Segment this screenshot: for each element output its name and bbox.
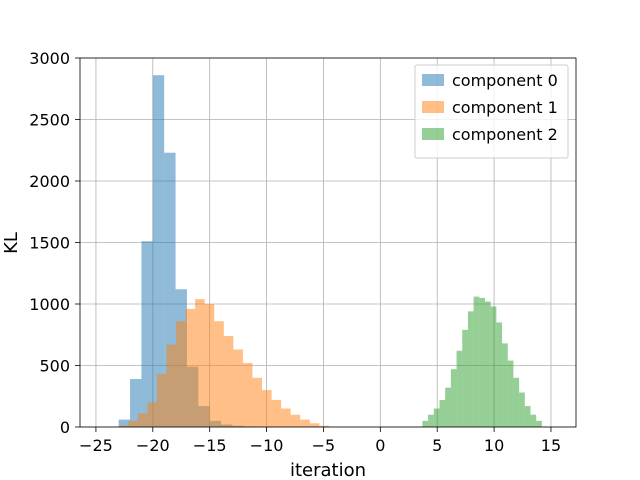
bar-s2-b14 bbox=[502, 343, 508, 427]
bar-s1-b4 bbox=[156, 374, 167, 427]
bar-s1-b21 bbox=[319, 425, 329, 427]
bar-s1-b2 bbox=[137, 413, 148, 427]
ticks: −25 −20 −15 −10 −5 0 5 10 15 0 500 1000 1500 2000 2500… bbox=[29, 49, 561, 455]
x-tick-label-5: 0 bbox=[375, 436, 385, 455]
bar-s2-b11 bbox=[484, 301, 491, 427]
bar-s2-b7 bbox=[462, 329, 468, 427]
y-tick-label-3: 1500 bbox=[29, 234, 70, 253]
bar-s2-b13 bbox=[496, 322, 503, 427]
x-tick-label-0: −25 bbox=[79, 436, 113, 455]
bar-s2-b0 bbox=[422, 420, 429, 427]
bar-s2-b20 bbox=[536, 420, 542, 427]
bars bbox=[118, 75, 542, 427]
legend-swatch-1 bbox=[422, 101, 444, 113]
bar-s2-b4 bbox=[445, 387, 451, 427]
y-tick-label-0: 0 bbox=[60, 418, 70, 437]
bar-s0-b2 bbox=[141, 241, 153, 427]
x-tick-label-4: −5 bbox=[312, 436, 336, 455]
bar-s2-b10 bbox=[479, 297, 485, 427]
bar-s1-b13 bbox=[242, 363, 253, 427]
bar-s2-b12 bbox=[490, 306, 497, 427]
bar-s1-b3 bbox=[147, 402, 157, 427]
legend: component 0 component 1 component 2 bbox=[414, 64, 569, 159]
legend-swatch-0 bbox=[422, 74, 444, 86]
bar-s1-b15 bbox=[262, 390, 272, 427]
bar-s1-b9 bbox=[204, 304, 215, 427]
bar-s2-b18 bbox=[524, 406, 531, 427]
x-tick-label-8: 15 bbox=[541, 436, 561, 455]
bar-s1-b14 bbox=[252, 377, 263, 427]
bar-s2-b8 bbox=[467, 311, 474, 427]
bar-s2-b3 bbox=[439, 399, 446, 427]
bar-s1-b0 bbox=[118, 425, 129, 427]
bar-s2-b9 bbox=[473, 296, 480, 427]
bar-s2-b1 bbox=[428, 414, 434, 427]
bar-s2-b6 bbox=[456, 350, 463, 427]
y-tick-label-6: 3000 bbox=[29, 49, 70, 68]
bar-s1-b1 bbox=[128, 420, 138, 427]
y-tick-label-5: 2500 bbox=[29, 111, 70, 130]
bar-s0-b3 bbox=[152, 75, 165, 427]
y-tick-label-1: 500 bbox=[39, 357, 70, 376]
bar-s2-b16 bbox=[513, 377, 520, 427]
bar-s2-b5 bbox=[450, 369, 457, 427]
bar-s0-b0 bbox=[118, 419, 131, 427]
bar-s0-b1 bbox=[130, 379, 142, 427]
series-1 bbox=[118, 299, 329, 427]
bar-s2-b2 bbox=[433, 408, 440, 427]
legend-box bbox=[414, 64, 569, 159]
series-2 bbox=[422, 296, 542, 427]
bar-s0-b4 bbox=[164, 152, 176, 427]
x-tick-label-6: 5 bbox=[432, 436, 442, 455]
bar-s1-b10 bbox=[214, 321, 224, 427]
x-tick-label-2: −15 bbox=[193, 436, 227, 455]
bar-s1-b6 bbox=[176, 321, 186, 427]
y-tick-label-4: 2000 bbox=[29, 172, 70, 191]
bar-s1-b5 bbox=[166, 344, 177, 427]
legend-label-1: component 1 bbox=[452, 98, 558, 117]
x-axis-label: iteration bbox=[290, 460, 366, 480]
bar-s1-b17 bbox=[281, 408, 291, 427]
x-tick-label-3: −10 bbox=[250, 436, 284, 455]
bar-s1-b18 bbox=[290, 414, 301, 427]
x-tick-label-7: 10 bbox=[484, 436, 504, 455]
legend-swatch-2 bbox=[422, 128, 444, 140]
y-tick-label-2: 1000 bbox=[29, 295, 70, 314]
bar-s1-b16 bbox=[271, 399, 282, 427]
bar-s1-b11 bbox=[223, 335, 234, 427]
legend-label-0: component 0 bbox=[452, 71, 558, 90]
legend-label-2: component 2 bbox=[452, 125, 558, 144]
bar-s1-b20 bbox=[309, 423, 320, 427]
bar-s2-b15 bbox=[507, 360, 514, 427]
bar-s1-b19 bbox=[300, 419, 310, 427]
y-axis-label: KL bbox=[1, 232, 22, 254]
bar-s2-b17 bbox=[519, 392, 525, 427]
bar-s1-b12 bbox=[233, 349, 243, 427]
bar-s2-b19 bbox=[530, 414, 537, 427]
x-tick-label-1: −20 bbox=[136, 436, 170, 455]
bar-s1-b7 bbox=[185, 308, 196, 427]
bar-s1-b8 bbox=[195, 299, 205, 427]
